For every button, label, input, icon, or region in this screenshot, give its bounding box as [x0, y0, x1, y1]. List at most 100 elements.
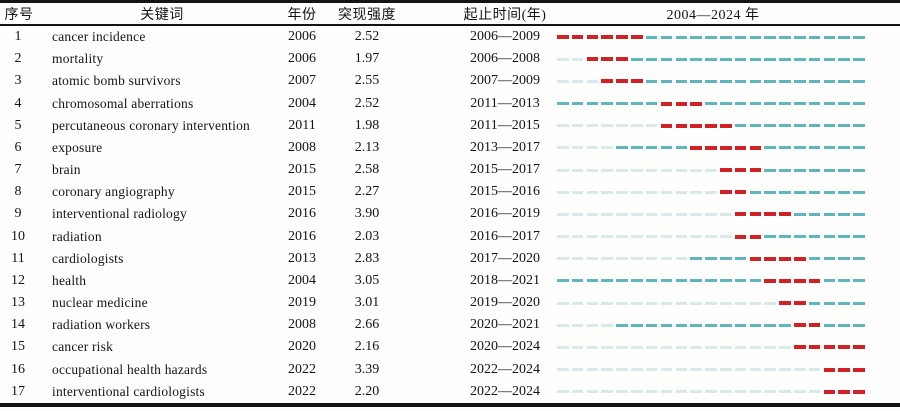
period-cell: 2013—2017 [470, 139, 540, 155]
burst-year-dash [779, 278, 791, 283]
active-year-dash [690, 323, 702, 327]
active-year-dash [705, 35, 717, 39]
active-year-dash [764, 79, 776, 83]
active-year-dash [808, 257, 821, 261]
pre-appearance-dash [586, 301, 599, 305]
pre-appearance-dash [557, 79, 569, 83]
pre-appearance-dash [705, 368, 717, 372]
keyword-cell: cardiologists [52, 250, 124, 266]
keyword-cell: mortality [52, 51, 104, 67]
pre-appearance-dash [571, 168, 584, 172]
pre-appearance-dash [557, 368, 569, 372]
timeline-cell [555, 93, 900, 115]
pre-appearance-dash [616, 235, 628, 239]
pre-appearance-dash [675, 257, 688, 261]
pre-appearance-dash [705, 212, 717, 216]
pre-appearance-dash [645, 390, 658, 394]
pre-appearance-dash [660, 368, 673, 372]
active-year-dash [853, 212, 865, 216]
active-year-dash [823, 57, 836, 61]
year-cell: 2004 [288, 95, 316, 111]
active-year-dash [675, 279, 688, 283]
burst-year-dash [734, 212, 747, 217]
active-year-dash [749, 124, 762, 128]
active-year-dash [705, 323, 717, 327]
burst-timeline [557, 70, 865, 92]
active-year-dash [675, 57, 688, 61]
active-year-dash [616, 323, 628, 327]
timeline-cell [555, 226, 900, 248]
pre-appearance-dash [557, 345, 569, 349]
pre-appearance-dash [719, 390, 732, 394]
active-year-dash [779, 124, 791, 128]
active-year-dash [675, 35, 688, 39]
burst-timeline [557, 292, 865, 314]
active-year-dash [749, 323, 762, 327]
year-cell: 2016 [288, 228, 316, 244]
active-year-dash [571, 279, 584, 283]
burst-year-dash [719, 145, 732, 150]
pre-appearance-dash [660, 301, 673, 305]
pre-appearance-dash [557, 390, 569, 394]
pre-appearance-dash [601, 345, 614, 349]
pre-appearance-dash [631, 190, 643, 194]
active-year-dash [838, 35, 851, 39]
pre-appearance-dash [601, 124, 614, 128]
row-number-cell: 8 [14, 184, 22, 200]
active-year-dash [719, 102, 732, 106]
pre-appearance-dash [616, 212, 628, 216]
table-header-row: 序号 关键词 年份 突现强度 起止时间(年) 2004—2024 年 [0, 3, 900, 26]
year-cell: 2008 [288, 139, 316, 155]
row-number-cell: 4 [14, 95, 22, 111]
active-year-dash [823, 146, 836, 150]
active-year-dash [719, 279, 732, 283]
burst-year-dash [660, 123, 673, 128]
pre-appearance-dash [616, 124, 628, 128]
pre-appearance-dash [675, 168, 688, 172]
active-year-dash [823, 168, 836, 172]
timeline-cell [555, 48, 900, 70]
active-year-dash [764, 235, 776, 239]
active-year-dash [734, 102, 747, 106]
keyword-cell: health [52, 272, 87, 288]
active-year-dash [853, 57, 865, 61]
burst-strength-cell: 2.13 [354, 139, 380, 155]
burst-year-dash [794, 256, 806, 261]
timeline-cell [555, 137, 900, 159]
burst-timeline [557, 159, 865, 181]
burst-timeline [557, 270, 865, 292]
burst-strength-cell: 2.20 [354, 383, 380, 399]
active-year-dash [853, 102, 865, 106]
burst-year-dash [779, 301, 791, 306]
active-year-dash [675, 323, 688, 327]
timeline-cell [555, 292, 900, 314]
active-year-dash [690, 257, 702, 261]
active-year-dash [794, 102, 806, 106]
pre-appearance-dash [645, 345, 658, 349]
active-year-dash [749, 57, 762, 61]
active-year-dash [823, 35, 836, 39]
active-year-dash [734, 124, 747, 128]
pre-appearance-dash [660, 212, 673, 216]
burst-year-dash [749, 168, 762, 173]
period-cell: 2015—2017 [470, 162, 540, 178]
pre-appearance-dash [601, 212, 614, 216]
burst-year-dash [749, 234, 762, 239]
active-year-dash [690, 35, 702, 39]
burst-year-dash [779, 212, 791, 217]
pre-appearance-dash [660, 235, 673, 239]
active-year-dash [853, 146, 865, 150]
active-year-dash [571, 102, 584, 106]
pre-appearance-dash [586, 323, 599, 327]
table-row: 6 exposure 2008 2.13 2013—2017 [0, 137, 900, 159]
active-year-dash [719, 57, 732, 61]
pre-appearance-dash [571, 257, 584, 261]
active-year-dash [823, 124, 836, 128]
pre-appearance-dash [571, 390, 584, 394]
active-year-dash [675, 79, 688, 83]
active-year-dash [734, 35, 747, 39]
pre-appearance-dash [705, 345, 717, 349]
burst-year-dash [808, 345, 821, 350]
pre-appearance-dash [660, 168, 673, 172]
pre-appearance-dash [705, 168, 717, 172]
